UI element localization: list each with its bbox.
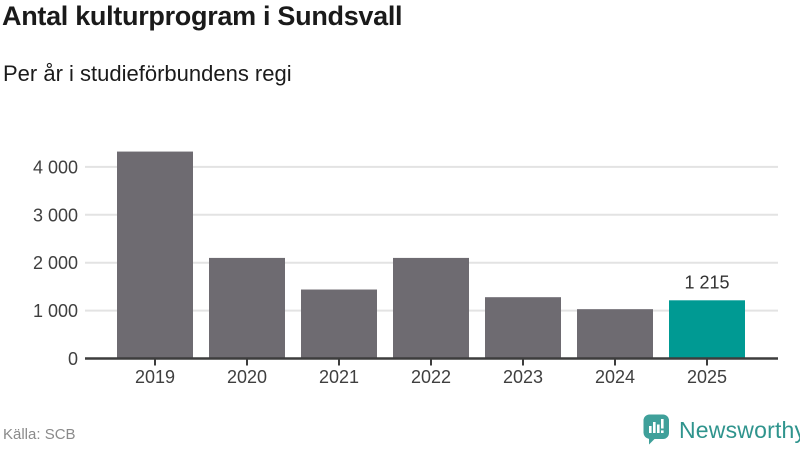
mini-bar-chart-glyph: [649, 419, 664, 433]
x-axis-label-2024: 2024: [595, 367, 635, 387]
brand-name: Newsworthy: [679, 417, 800, 443]
page-title: Antal kulturprogram i Sundsvall: [2, 1, 403, 31]
x-axis-label-2025: 2025: [687, 367, 727, 387]
y-axis-label: 1 000: [33, 301, 78, 321]
x-axis-label-2022: 2022: [411, 367, 451, 387]
source-label: Källa: SCB: [3, 426, 76, 443]
bar-2025: [669, 300, 745, 359]
y-axis-label: 0: [68, 349, 78, 369]
x-axis-label-2021: 2021: [319, 367, 359, 387]
bar-2024: [577, 309, 653, 359]
bar-2020: [209, 257, 285, 359]
bar-2022: [393, 257, 469, 359]
page-subtitle: Per år i studieförbundens regi: [3, 61, 292, 86]
speech-bubble-shape: [643, 414, 669, 445]
x-axis-label-2023: 2023: [503, 367, 543, 387]
brand-logo[interactable]: Newsworthy: [643, 414, 800, 445]
bar-value-label: 1 215: [684, 272, 729, 292]
y-axis-label: 3 000: [33, 205, 78, 225]
newsworthy-logo-icon: [643, 414, 669, 445]
y-axis-label: 2 000: [33, 253, 78, 273]
bar-2023: [485, 297, 561, 359]
y-axis-label: 4 000: [33, 157, 78, 177]
x-axis-label-2020: 2020: [227, 367, 267, 387]
bar-2021: [301, 289, 377, 359]
bar-2019: [117, 151, 193, 359]
x-axis-label-2019: 2019: [135, 367, 175, 387]
